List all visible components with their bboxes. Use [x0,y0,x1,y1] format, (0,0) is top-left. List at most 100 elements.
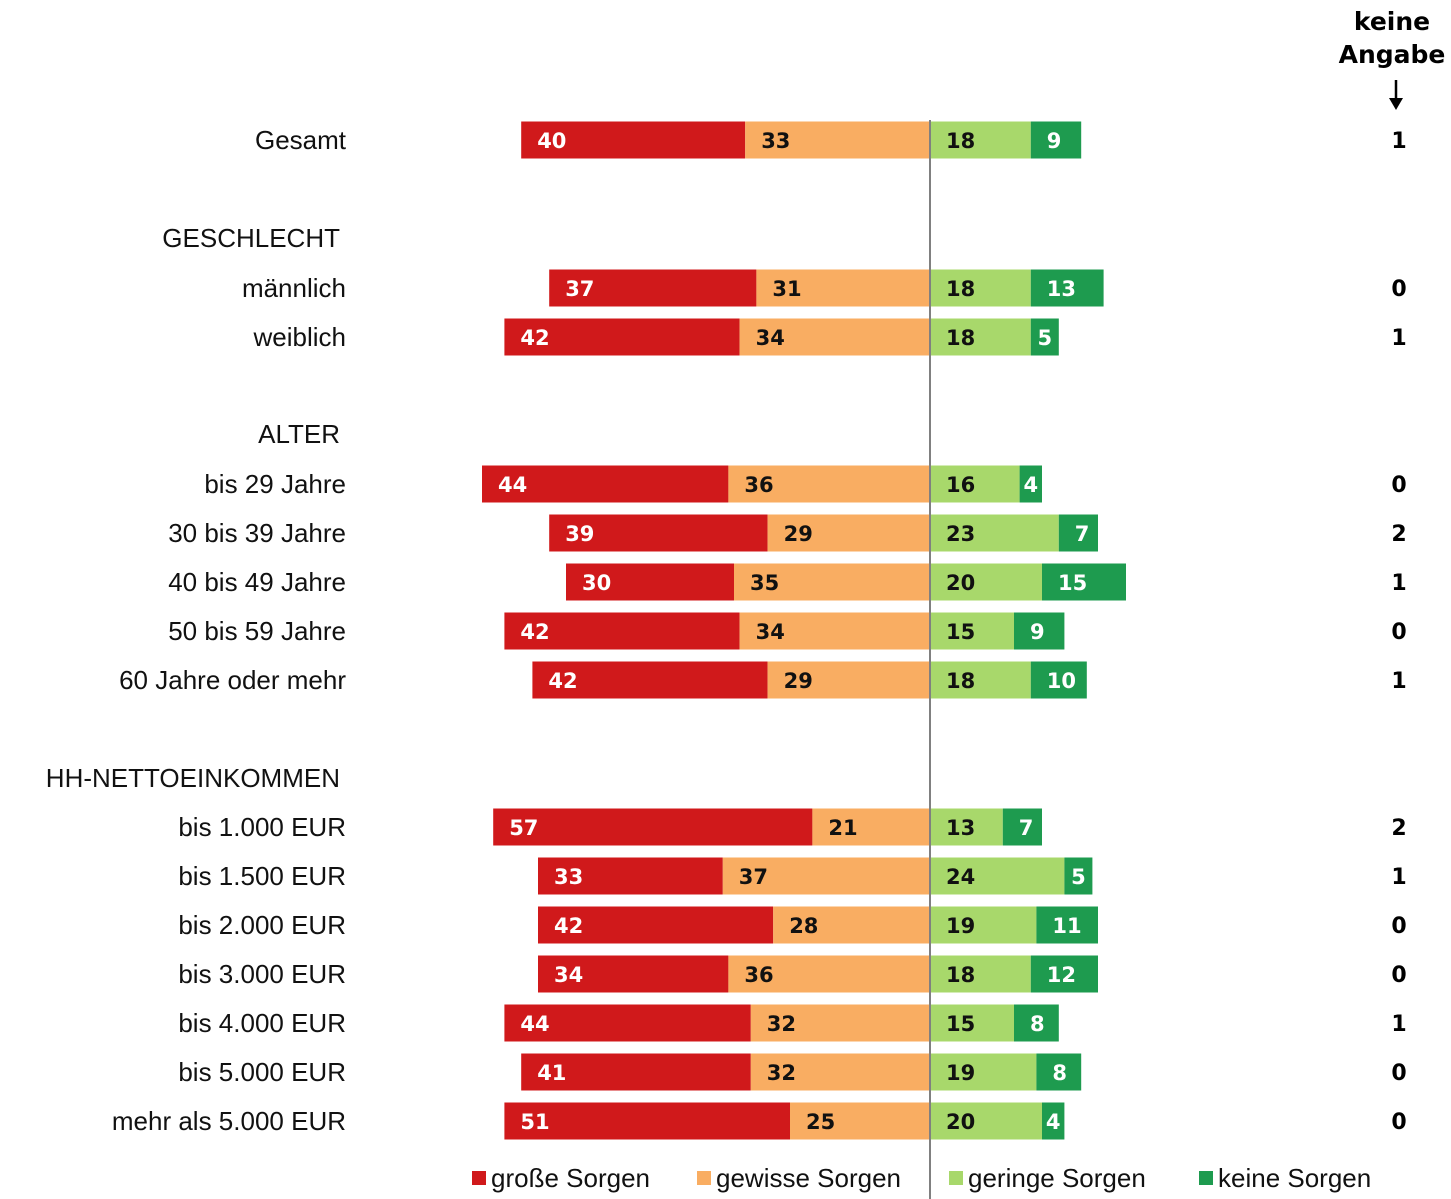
bar-segment-keine [1036,906,1098,944]
bar-segment-keine [1002,808,1042,846]
bar-segment-grosse [538,955,729,993]
bar-segment-geringe [930,465,1020,503]
data-label-keine: 5 [1071,865,1086,889]
group-heading: ALTER [258,419,340,449]
bar-segment-grosse [504,318,740,356]
data-label-grosse: 44 [520,1012,549,1036]
bar-row: mehr als 5.000 EUR 51 25 20 4 0 [112,1102,1407,1140]
data-label-keine: 5 [1037,326,1052,350]
data-label-gewisse: 28 [789,914,818,938]
data-label-gewisse: 25 [806,1110,835,1134]
legend-item-gewisse: gewisse Sorgen [697,1163,901,1193]
data-label-grosse: 40 [537,129,566,153]
no-answer-value: 1 [1391,571,1406,596]
row-label: 40 bis 49 Jahre [168,567,346,597]
bar-segment-gewisse [734,563,930,601]
bar-segment-keine [1030,269,1104,307]
bar-segment-grosse [532,661,768,699]
data-label-keine: 4 [1046,1110,1061,1134]
data-label-geringe: 18 [946,669,975,693]
bar-row: bis 3.000 EUR 34 36 18 12 0 [178,955,1407,993]
data-label-grosse: 34 [554,963,583,987]
row-label: Gesamt [255,125,347,155]
legend-item-keine: keine Sorgen [1199,1163,1371,1193]
no-answer-value: 1 [1391,326,1406,351]
legend-item-geringe: geringe Sorgen [949,1163,1146,1193]
data-label-grosse: 41 [537,1061,566,1085]
data-label-gewisse: 32 [767,1012,796,1036]
bar-segment-keine [1019,465,1042,503]
data-label-keine: 7 [1019,816,1034,840]
legend-swatch [697,1171,711,1185]
data-label-grosse: 39 [565,522,594,546]
bar-segment-geringe [930,514,1059,552]
bar-segment-gewisse [739,612,930,650]
data-label-geringe: 18 [946,129,975,153]
data-label-grosse: 51 [520,1110,549,1134]
data-label-keine: 9 [1047,129,1062,153]
bar-segment-gewisse [767,661,930,699]
bar-row: bis 5.000 EUR 41 32 19 8 0 [178,1053,1407,1091]
row-label: 30 bis 39 Jahre [168,518,346,548]
data-label-geringe: 24 [946,865,975,889]
data-label-geringe: 20 [946,571,975,595]
row-label: weiblich [253,322,347,352]
data-label-grosse: 42 [520,326,549,350]
row-label: bis 5.000 EUR [178,1057,346,1087]
no-answer-value: 2 [1391,816,1406,841]
data-label-geringe: 20 [946,1110,975,1134]
bar-row: bis 1.000 EUR 57 21 13 7 2 [178,808,1407,846]
bar-segment-gewisse [756,269,930,307]
bar-segment-keine [1014,1004,1059,1042]
bar-segment-gewisse [812,808,930,846]
bar-segment-grosse [504,1004,751,1042]
bar-segment-geringe [930,269,1031,307]
bar-segment-gewisse [767,514,930,552]
data-label-grosse: 37 [565,277,594,301]
bar-segment-gewisse [750,1053,930,1091]
group-heading: GESCHLECHT [162,223,340,253]
row-label: 60 Jahre oder mehr [119,665,346,695]
bar-segment-keine [1030,661,1087,699]
no-answer-value: 0 [1391,620,1406,645]
no-answer-value: 1 [1391,1012,1406,1037]
data-label-keine: 4 [1023,473,1038,497]
data-label-grosse: 42 [548,669,577,693]
no-answer-value: 0 [1391,963,1406,988]
bar-segment-grosse [493,808,813,846]
no-answer-header: keine Angabe [1339,7,1445,110]
bar-segment-grosse [549,269,757,307]
no-answer-value: 0 [1391,473,1406,498]
bar-row: 30 bis 39 Jahre 39 29 23 7 2 [168,514,1407,552]
data-label-keine: 15 [1058,571,1087,595]
legend-swatch [472,1171,486,1185]
no-answer-header-line-1: keine [1354,7,1430,36]
bar-segment-keine [1030,955,1098,993]
bar-segment-keine [1064,857,1093,895]
bar-segment-gewisse [728,465,930,503]
bar-segment-geringe [930,661,1031,699]
no-answer-value: 1 [1391,129,1406,154]
bar-segment-gewisse [745,121,930,159]
row-label: bis 29 Jahre [204,469,346,499]
bar-row: männlich 37 31 18 13 0 [242,269,1407,307]
no-answer-value: 2 [1391,522,1406,547]
bar-segment-grosse [549,514,768,552]
bar-segment-keine [1014,612,1065,650]
bar-row: Gesamt 40 33 18 9 1 [255,121,1407,159]
legend-swatch [1199,1171,1213,1185]
bar-segment-grosse [566,563,734,601]
legend: große Sorgen gewisse Sorgen geringe Sorgen… [472,1163,1371,1193]
legend-item-grosse: große Sorgen [472,1163,650,1193]
data-label-gewisse: 33 [761,129,790,153]
data-label-geringe: 13 [946,816,975,840]
bar-segment-keine [1030,121,1082,159]
bar-segment-geringe [930,121,1031,159]
data-label-gewisse: 37 [739,865,768,889]
bar-row: bis 2.000 EUR 42 28 19 11 0 [178,906,1407,944]
data-label-geringe: 15 [946,1012,975,1036]
data-label-gewisse: 29 [784,669,813,693]
data-label-gewisse: 21 [828,816,857,840]
bar-segment-geringe [930,955,1031,993]
bar-segment-grosse [538,906,774,944]
